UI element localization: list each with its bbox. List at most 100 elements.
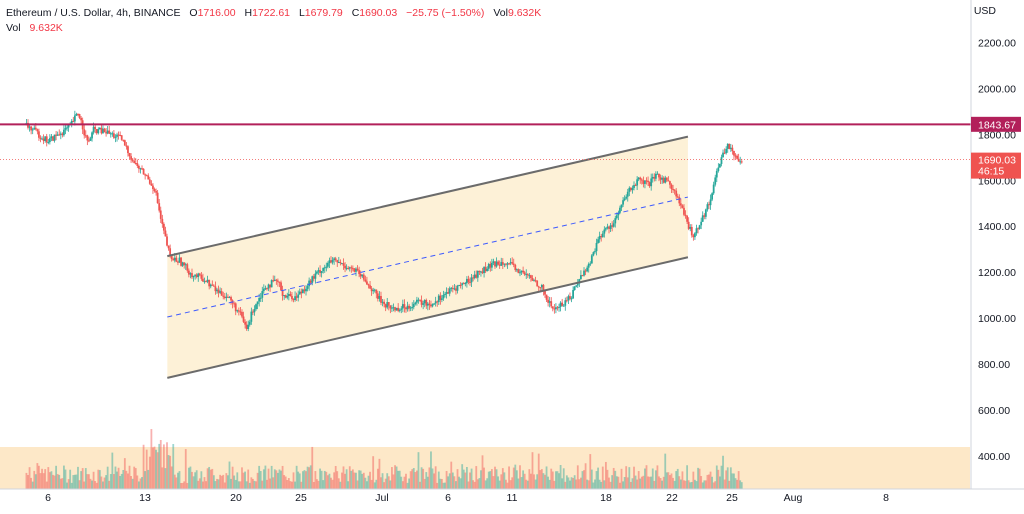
volume-bar xyxy=(134,468,137,489)
candle-body xyxy=(406,305,409,310)
volume-bar xyxy=(484,480,487,489)
channel-upper-line[interactable] xyxy=(167,135,689,258)
volume-bar xyxy=(194,472,197,489)
volume-bar xyxy=(606,469,609,489)
candle-body xyxy=(347,267,350,269)
channel-mid-line[interactable] xyxy=(167,196,689,318)
candle-body xyxy=(444,293,446,295)
candle-body xyxy=(312,276,315,279)
volume-bar xyxy=(386,473,389,489)
candle-body xyxy=(512,263,515,265)
candle-body xyxy=(391,307,393,309)
candle-body xyxy=(555,307,557,310)
candle-body xyxy=(487,263,490,269)
volume-bar xyxy=(723,479,726,489)
candle-body xyxy=(345,267,348,269)
time-tick-label: 11 xyxy=(507,492,518,504)
volume-bar xyxy=(33,470,36,489)
volume-bar xyxy=(109,474,112,489)
volume-bar xyxy=(478,478,481,489)
candle-body xyxy=(147,175,150,180)
candle-body xyxy=(583,270,585,276)
volume-bar xyxy=(423,478,426,489)
volume-bar xyxy=(450,461,453,489)
candle-body xyxy=(436,301,439,303)
candle-body xyxy=(59,133,62,135)
legend-symbol: Ethereum / U.S. Dollar, 4h, BINANCE xyxy=(6,7,181,19)
volume-bar xyxy=(159,439,162,489)
volume-bar xyxy=(94,481,97,489)
candle-body xyxy=(122,139,125,141)
candle-body xyxy=(317,270,320,272)
volume-bar xyxy=(334,465,337,489)
candle-body xyxy=(280,282,282,291)
candle-body xyxy=(622,200,624,205)
candle-body xyxy=(328,260,331,263)
candle-body xyxy=(266,288,268,290)
volume-bar xyxy=(475,466,478,489)
candle-body xyxy=(564,300,567,306)
volume-bar xyxy=(444,482,446,489)
volume-bar xyxy=(737,471,740,489)
volume-bar xyxy=(322,480,325,489)
channel-lower-line[interactable] xyxy=(167,256,689,379)
candle-body xyxy=(331,260,334,263)
volume-bar xyxy=(298,473,301,489)
volume-bar xyxy=(195,470,198,489)
candle-body xyxy=(694,233,696,238)
candle-body xyxy=(701,215,704,222)
candle-body xyxy=(294,296,296,300)
candle-body xyxy=(708,204,710,206)
candle-body xyxy=(34,127,37,130)
volume-bar xyxy=(717,469,720,489)
candle-body xyxy=(601,233,604,238)
candle-body xyxy=(267,284,270,289)
volume-bar xyxy=(403,476,406,489)
candle-body xyxy=(181,262,184,266)
candle-body xyxy=(319,270,321,274)
volume-bar xyxy=(175,477,178,489)
volume-bar xyxy=(592,482,595,489)
volume-bar xyxy=(39,473,42,489)
candle-body xyxy=(106,130,109,134)
candle-body xyxy=(619,207,621,213)
volume-bar xyxy=(269,478,271,489)
candle-body xyxy=(167,245,170,249)
candle-body xyxy=(394,307,396,311)
volume-bar xyxy=(573,475,576,489)
candle-body xyxy=(698,225,701,229)
candle-body xyxy=(434,301,437,304)
candle-body xyxy=(136,163,139,166)
candle-body xyxy=(455,288,457,291)
price-tick-label: 2200.00 xyxy=(978,37,1016,49)
volume-bar xyxy=(58,474,61,489)
volume-bar xyxy=(61,478,64,489)
candle-body xyxy=(626,191,629,197)
candle-body xyxy=(670,184,673,189)
candle-body xyxy=(342,263,345,266)
volume-bar xyxy=(692,471,695,489)
candle-body xyxy=(494,261,496,267)
candle-body xyxy=(642,180,645,184)
volume-bar xyxy=(127,473,129,489)
volume-bar xyxy=(503,472,506,489)
volume-bar xyxy=(56,474,59,489)
candle-body xyxy=(262,288,265,292)
candle-body xyxy=(269,284,271,288)
candle-body xyxy=(604,228,607,230)
volume-bar xyxy=(247,469,250,489)
candle-body xyxy=(144,174,147,176)
volume-bar xyxy=(719,476,721,489)
volume-bar xyxy=(489,471,492,489)
legend-low-label: L xyxy=(298,7,305,19)
candle-body xyxy=(291,296,293,299)
volume-bar xyxy=(48,472,51,489)
volume-bar xyxy=(536,474,539,489)
volume-bar xyxy=(391,467,393,489)
volume-bar xyxy=(704,480,707,489)
candle-body xyxy=(158,203,161,211)
volume-bar xyxy=(731,473,734,489)
candle-body xyxy=(515,269,518,271)
